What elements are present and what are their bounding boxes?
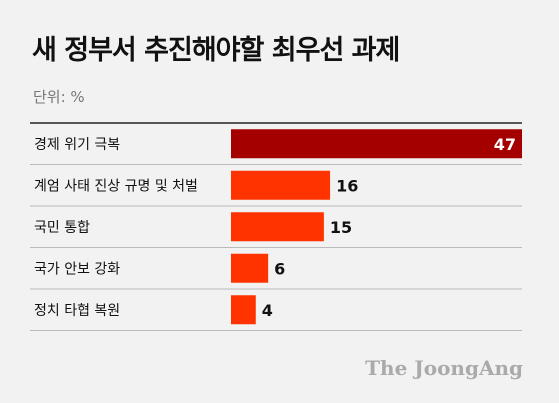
value-label: 16 [336,176,358,195]
category-label: 국가 안보 강화 [34,261,120,277]
bar [231,129,522,159]
value-label: 15 [330,218,352,237]
value-label: 6 [274,259,285,278]
value-label: 4 [262,301,273,320]
brand-logo: The JoongAng [365,356,523,380]
category-label: 계엄 사태 진상 규명 및 처벌 [34,178,198,194]
category-label: 정치 타협 복원 [34,303,120,319]
value-label: 47 [494,135,516,154]
category-label: 경제 위기 극복 [34,137,120,153]
bar [231,295,256,325]
bar [231,170,331,200]
category-label: 국민 통합 [34,220,90,236]
bar [231,212,324,242]
bar [231,253,269,283]
chart-title: 새 정부서 추진해야할 최우선 과제 [32,35,400,66]
unit-label: 단위: % [33,88,85,106]
